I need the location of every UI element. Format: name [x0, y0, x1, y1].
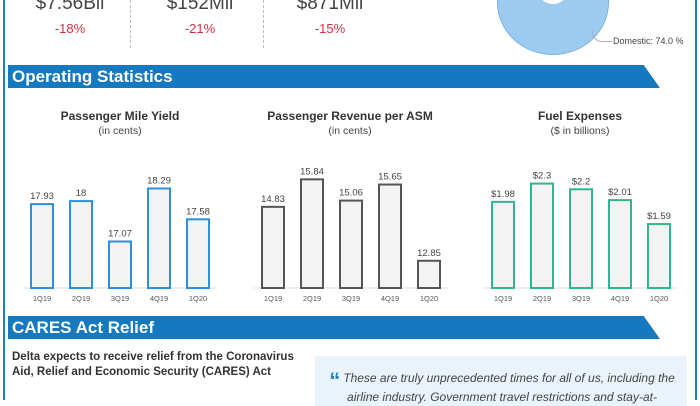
data-label: $2.01: [608, 187, 632, 198]
tick-label: 3Q19: [572, 294, 590, 303]
bar: [647, 223, 671, 290]
data-label: $1.98: [491, 189, 515, 200]
kpi-revenue: $7.56Bil -18%: [5, 0, 135, 36]
data-label: 15.06: [339, 188, 363, 199]
data-label: 18.29: [147, 175, 171, 186]
leader-line: [592, 30, 612, 42]
divider: [130, 0, 131, 48]
tick-label: 3Q19: [111, 294, 129, 303]
tick-label: 4Q19: [150, 294, 168, 303]
data-label: $1.59: [647, 211, 671, 222]
bar: [378, 183, 402, 289]
bar: [147, 187, 171, 290]
kpi-change: -15%: [314, 21, 346, 36]
data-label: 17.58: [186, 206, 210, 217]
tick-label: 2Q19: [303, 294, 321, 303]
donut-hole: [539, 0, 567, 4]
data-label: $2.3: [533, 171, 552, 182]
bar: [300, 178, 324, 289]
bar: [491, 200, 515, 289]
bar: [339, 199, 363, 289]
kpi-3: $871Mil -15%: [265, 0, 395, 36]
chart-title-2: Passenger Revenue per ASM (in cents): [240, 109, 460, 137]
chart-subtitle: (in cents): [328, 125, 372, 137]
section-cares-act-relief: CARES Act Relief: [8, 316, 660, 339]
divider: [263, 0, 264, 48]
quote-mark-icon: “: [329, 368, 341, 393]
tick-label: 1Q20: [189, 294, 207, 303]
tick-label: 1Q20: [420, 294, 438, 303]
bar: [186, 218, 210, 289]
tick-label: 1Q20: [650, 294, 668, 303]
tick-label: 4Q19: [381, 294, 399, 303]
kpi-change: -21%: [184, 21, 216, 36]
quote-text: These are truly unprecedented times for …: [343, 371, 675, 404]
kpi-value: $871Mil: [296, 0, 364, 14]
kpi-value: $7.56Bil: [35, 0, 105, 14]
data-label: $2.2: [572, 176, 591, 187]
bar: [30, 203, 54, 289]
chart-title-3: Fuel Expenses ($ in billions): [480, 109, 680, 137]
bar-charts: 17.93 1Q19 18 2Q19 17.07 3Q19 18.29 4Q19 17.58 1Q…: [23, 166, 678, 303]
tick-label: 3Q19: [342, 294, 360, 303]
cares-lead-text: Delta expects to receive relief from the…: [12, 351, 294, 378]
tick-label: 1Q19: [264, 294, 282, 303]
kpi-change: -18%: [54, 21, 86, 36]
tick-label: 4Q19: [611, 294, 629, 303]
bar: [108, 240, 132, 289]
chart-subtitle: (in cents): [98, 125, 142, 137]
chart-subtitle: ($ in billions): [550, 125, 610, 137]
bar: [530, 182, 554, 289]
donut-label: Domestic: 74.0 %: [613, 36, 684, 46]
data-label: 17.93: [30, 191, 54, 202]
tick-label: 1Q19: [33, 294, 51, 303]
data-label: 12.85: [417, 248, 441, 259]
data-label: 15.65: [378, 172, 402, 183]
data-label: 15.84: [300, 166, 324, 177]
bar: [261, 205, 285, 289]
tick-label: 2Q19: [72, 294, 90, 303]
chart-title: Passenger Mile Yield: [60, 109, 180, 123]
data-label: 18: [76, 188, 87, 199]
bar: [569, 188, 593, 289]
quote-box: “These are truly unprecedented times for…: [315, 356, 687, 406]
bar: [69, 200, 93, 289]
chart-title-1: Passenger Mile Yield (in cents): [20, 109, 220, 137]
data-label: 14.83: [261, 194, 285, 205]
page-frame: [3, 0, 697, 400]
tick-label: 1Q19: [494, 294, 512, 303]
bar: [608, 199, 632, 289]
chart-title: Passenger Revenue per ASM: [267, 109, 433, 123]
kpi-2: $152Mil -21%: [135, 0, 265, 36]
section-operating-statistics: Operating Statistics: [8, 65, 660, 88]
kpi-value: $152Mil: [166, 0, 234, 14]
data-label: 17.07: [108, 228, 132, 239]
bar: [417, 259, 441, 290]
chart-title: Fuel Expenses: [537, 109, 623, 123]
tick-label: 2Q19: [533, 294, 551, 303]
